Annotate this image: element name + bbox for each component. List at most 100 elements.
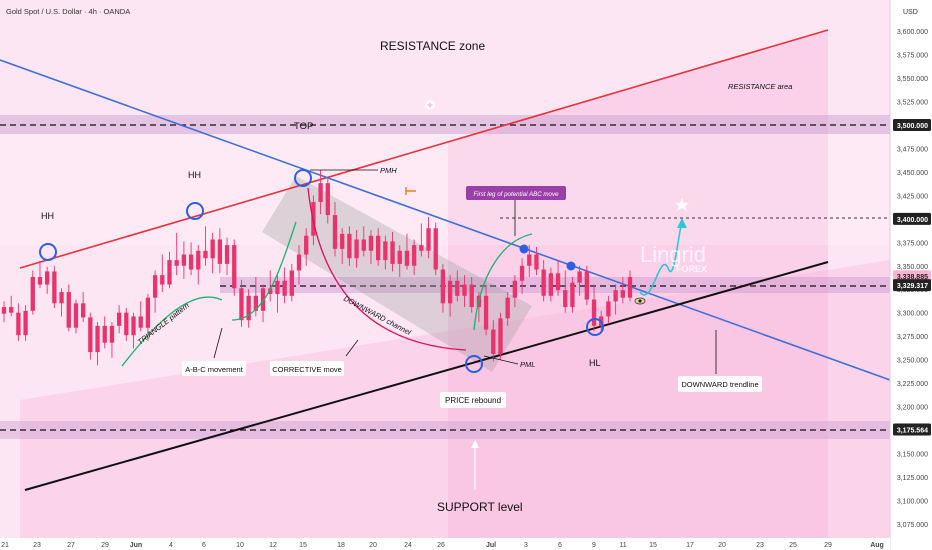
candle-body xyxy=(419,245,424,251)
time-axis-tick: 21 xyxy=(1,542,9,549)
candle-body xyxy=(584,271,589,300)
candle-body xyxy=(491,329,496,354)
candle xyxy=(606,295,611,324)
hl-marker xyxy=(586,318,604,336)
eye-icon[interactable] xyxy=(634,297,646,305)
candle xyxy=(577,265,582,296)
candle xyxy=(455,270,460,302)
price-axis-tick: 3,225.000 xyxy=(897,381,928,388)
candle-body xyxy=(232,245,237,289)
candle xyxy=(304,228,309,266)
candle xyxy=(613,284,618,315)
candle-body xyxy=(95,325,100,353)
price-tag: 3,500.000 xyxy=(893,119,931,131)
candle xyxy=(275,275,280,313)
time-axis-tick: 25 xyxy=(789,542,797,549)
candle-body xyxy=(30,277,35,311)
candle xyxy=(282,267,287,304)
abc-movement-box xyxy=(182,361,246,376)
candle xyxy=(196,245,201,285)
candle xyxy=(411,239,417,276)
circle-markers xyxy=(39,169,604,373)
candle-body xyxy=(570,282,575,308)
candle-body xyxy=(59,292,64,304)
candle xyxy=(340,228,345,264)
candle-body xyxy=(555,273,561,291)
price-axis-tick: 3,150.000 xyxy=(897,451,928,458)
candle xyxy=(483,284,489,336)
candle xyxy=(116,305,122,334)
time-axis-tick: 27 xyxy=(67,542,75,549)
corrective-pointer xyxy=(345,339,359,357)
candle-body xyxy=(541,269,546,296)
rebound-green-curve xyxy=(473,233,533,331)
price-tag-bg xyxy=(893,279,931,292)
candle-body xyxy=(433,228,438,270)
candle xyxy=(124,308,129,341)
touch-dot-2 xyxy=(566,261,576,271)
candle-body xyxy=(124,312,129,336)
candle-body xyxy=(196,250,201,270)
time-axis-tick: 10 xyxy=(236,542,244,549)
candle xyxy=(95,322,100,366)
candle xyxy=(591,284,597,332)
time-axis-ticks: 21 23 27 29 Jun 4 6 10 12 15 18 20 24 26 Jul 3 6 9 11 15 17 2… xyxy=(1,542,884,549)
time-axis-tick: 11 xyxy=(619,542,626,549)
downward-channel xyxy=(262,176,532,372)
candle xyxy=(563,270,568,313)
candle-body xyxy=(447,280,453,304)
support-trendline xyxy=(24,261,829,491)
candle-body xyxy=(260,288,266,311)
candle xyxy=(88,312,93,360)
candle xyxy=(498,312,503,360)
price-tags: 3,500.000 3,400.000 3,338.885 3,329.317 3,17… xyxy=(893,119,931,436)
candle xyxy=(555,260,561,296)
candle-body xyxy=(519,265,525,281)
price-tag-bg xyxy=(893,212,931,225)
candle xyxy=(9,295,14,317)
candle xyxy=(584,265,589,306)
candle-body xyxy=(548,273,554,296)
candle-body xyxy=(455,280,460,296)
candle xyxy=(332,201,338,257)
time-axis-tick: 15 xyxy=(299,542,307,549)
candle xyxy=(138,301,143,332)
price-rebound-text: PRICE rebound xyxy=(445,396,501,405)
candle-body xyxy=(591,299,597,326)
downward-red-curve xyxy=(307,187,467,351)
candle-body xyxy=(613,290,618,302)
candle-body xyxy=(253,295,258,311)
candle xyxy=(527,245,532,278)
candle-body xyxy=(210,239,215,259)
candle-body xyxy=(45,271,50,285)
candle xyxy=(383,235,388,270)
price-tag-bg xyxy=(893,119,931,131)
candle xyxy=(325,176,330,224)
time-axis-tick: 17 xyxy=(686,542,694,549)
candle xyxy=(152,270,158,313)
candle xyxy=(30,270,35,315)
candle xyxy=(397,245,402,278)
time-axis-tick: 3 xyxy=(524,542,528,549)
flag-icon[interactable] xyxy=(405,187,416,195)
candle-body xyxy=(318,183,323,202)
candle-body xyxy=(563,290,568,308)
top-marker xyxy=(294,169,312,187)
boxed-labels: First leg of potential ABC move A-B-C mo… xyxy=(182,186,762,408)
candle-body xyxy=(426,228,431,251)
candle-body xyxy=(188,254,194,270)
candle-body xyxy=(296,254,302,271)
candle xyxy=(102,316,107,349)
candle-body xyxy=(37,277,43,285)
candle xyxy=(404,233,410,270)
calendar-event-icon[interactable] xyxy=(425,100,435,110)
candle xyxy=(37,261,43,289)
price-axis-tick: 3,350.000 xyxy=(897,264,928,271)
candle-body xyxy=(52,271,57,304)
downward-trendline-box xyxy=(678,376,762,392)
time-axis-tick: 20 xyxy=(718,542,726,549)
candle-body xyxy=(332,215,338,249)
candle xyxy=(548,267,554,302)
candle xyxy=(217,228,223,274)
